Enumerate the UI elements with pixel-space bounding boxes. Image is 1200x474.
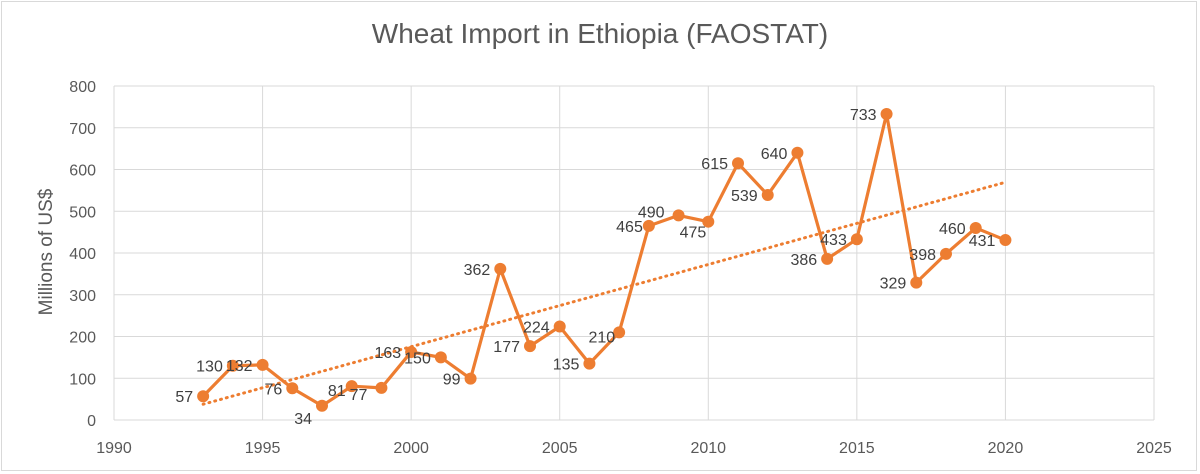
data-label: 539 (731, 188, 758, 205)
data-point (642, 219, 655, 232)
data-point (702, 215, 715, 228)
data-label: 81 (328, 383, 346, 400)
y-tick-label: 100 (69, 371, 96, 388)
y-tick-label: 300 (69, 288, 96, 305)
data-point (553, 320, 566, 333)
data-point (434, 351, 447, 364)
data-point (256, 358, 269, 371)
data-point (375, 381, 388, 394)
data-label: 135 (553, 357, 580, 374)
series-line (201, 112, 1007, 408)
data-label: 150 (404, 350, 431, 367)
data-point (672, 209, 685, 222)
data-point (583, 357, 596, 370)
data-label: 34 (294, 411, 312, 428)
x-tick-label: 1990 (96, 440, 132, 457)
data-label: 475 (680, 225, 707, 242)
data-point (910, 276, 923, 289)
trendline-layer (201, 180, 1007, 406)
data-label: 224 (523, 319, 550, 336)
data-point (494, 262, 507, 275)
y-tick-label: 600 (69, 163, 96, 180)
data-point (969, 221, 982, 234)
x-tick-label: 2025 (1136, 440, 1172, 457)
data-point (613, 326, 626, 339)
y-tick-label: 400 (69, 246, 96, 263)
y-tick-label: 0 (87, 413, 96, 430)
x-tick-label: 1995 (245, 440, 281, 457)
data-label: 329 (880, 276, 907, 293)
data-label: 386 (790, 252, 817, 269)
data-point (286, 382, 299, 395)
x-tick-label: 2015 (839, 440, 875, 457)
data-label: 210 (588, 329, 615, 346)
data-point (761, 188, 774, 201)
data-label: 130 (196, 359, 223, 376)
data-label: 615 (701, 156, 728, 173)
data-label: 431 (969, 233, 996, 250)
y-tick-label: 200 (69, 330, 96, 347)
data-label: 57 (175, 389, 193, 406)
data-label: 177 (493, 339, 520, 356)
data-point (316, 399, 328, 412)
x-tick-label: 2010 (690, 440, 726, 457)
data-point (226, 359, 239, 372)
y-tick-label: 800 (69, 79, 96, 96)
data-point (345, 380, 358, 393)
data-point (821, 252, 834, 265)
data-label: 163 (374, 345, 401, 362)
data-point (524, 340, 536, 353)
data-label: 490 (638, 204, 665, 221)
trendline (201, 180, 1007, 406)
axes: 0 100 200 300 400 500 600 700 800 1990 1995 2000 200… (69, 79, 1172, 457)
data-label: 460 (939, 221, 966, 238)
x-tick-label: 2000 (393, 440, 429, 457)
data-label: 132 (226, 358, 253, 375)
gridlines (113, 85, 1155, 421)
data-point (732, 157, 744, 170)
y-axis-title: Millions of US$ (36, 188, 57, 315)
data-label: 733 (850, 107, 877, 124)
data-label: 99 (443, 372, 461, 389)
data-point (999, 234, 1012, 247)
x-tick-label: 2005 (542, 440, 578, 457)
data-point (405, 345, 418, 358)
data-label: 76 (264, 381, 282, 398)
chart-title: Wheat Import in Ethiopia (FAOSTAT) (371, 18, 829, 49)
data-label: 465 (616, 219, 643, 236)
data-label: 77 (350, 387, 368, 404)
data-point (940, 247, 952, 260)
data-point (197, 390, 210, 403)
data-label: 433 (820, 232, 847, 249)
data-label: 362 (464, 262, 491, 279)
y-tick-label: 700 (69, 121, 96, 138)
data-point (464, 372, 477, 385)
series-layer (197, 107, 1012, 412)
data-point (880, 107, 893, 120)
data-label: 640 (761, 146, 788, 163)
y-tick-label: 500 (69, 204, 96, 221)
data-label: 398 (909, 247, 936, 264)
data-point (791, 146, 804, 159)
data-point (850, 233, 863, 246)
x-tick-label: 2020 (988, 440, 1024, 457)
